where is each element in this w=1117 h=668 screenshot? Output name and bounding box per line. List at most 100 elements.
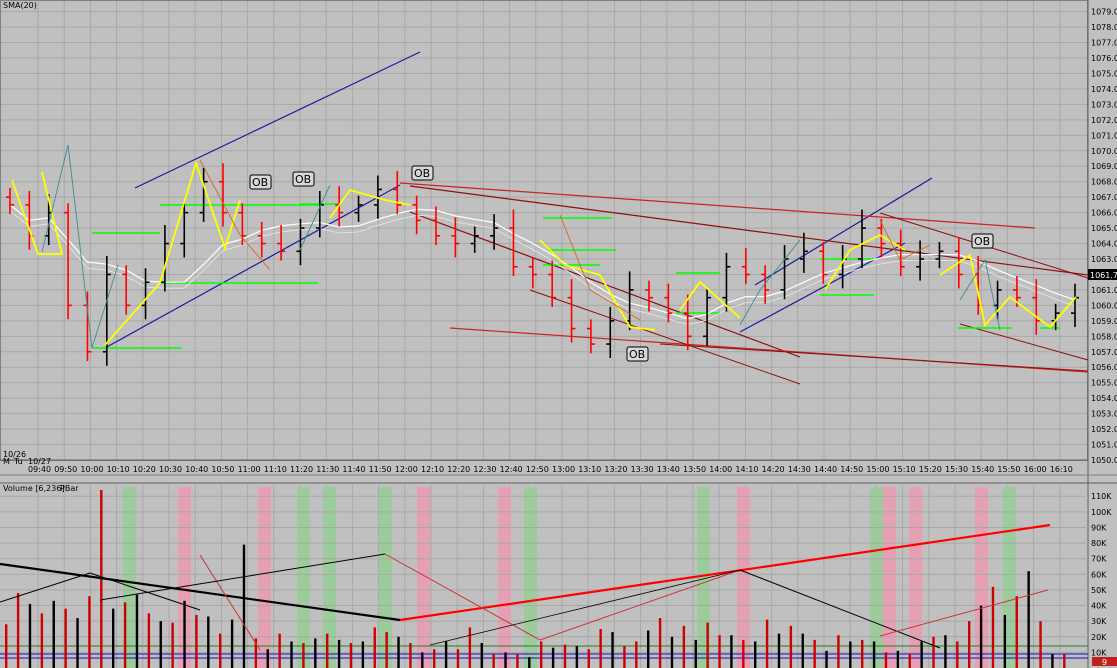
price-tick-label: 1070.00 — [1091, 147, 1117, 156]
time-tick-label: 11:50 — [369, 465, 392, 474]
volume-bar — [326, 633, 329, 668]
time-tick-label: 10:10 — [107, 465, 130, 474]
volume-trendline — [99, 553, 386, 601]
volume-bar — [28, 603, 32, 668]
volume-bar — [492, 653, 495, 668]
price-tick-label: 1057.00 — [1091, 348, 1117, 357]
volume-zone-green — [379, 487, 392, 668]
volume-bar — [16, 593, 20, 668]
time-tick-label: 12:20 — [447, 465, 470, 474]
volume-bar — [837, 635, 840, 668]
price-tick-label: 1059.00 — [1091, 317, 1117, 326]
time-tick-label: 10:40 — [185, 465, 208, 474]
time-tick-label: 14:40 — [814, 465, 837, 474]
time-tick-label: 13:40 — [657, 465, 680, 474]
volume-bar — [599, 628, 602, 668]
volume-bar — [112, 608, 115, 668]
price-tick-label: 1056.00 — [1091, 363, 1117, 372]
volume-bar — [278, 633, 281, 668]
time-tick-label: 14:30 — [788, 465, 811, 474]
trend-channel-line — [529, 289, 801, 385]
volume-zone-green — [524, 487, 537, 668]
volume-trendline — [539, 569, 741, 641]
price-tick-label: 1069.00 — [1091, 162, 1117, 171]
volume-bar — [242, 544, 246, 668]
volume-bar — [884, 652, 888, 668]
pivot-connector — [199, 159, 271, 271]
volume-bar — [932, 636, 935, 668]
volume-bar — [171, 622, 174, 668]
volume-zone-red — [258, 487, 271, 668]
zigzag-line — [939, 253, 1077, 329]
trend-channel-line — [739, 242, 906, 333]
zigzag-line — [11, 171, 64, 255]
price-tick-label: 1054.00 — [1091, 394, 1117, 403]
volume-bar — [433, 649, 436, 668]
volume-bar — [968, 621, 971, 668]
price-tick-label: 1065.00 — [1091, 224, 1117, 233]
volume-bar — [777, 633, 781, 668]
price-tick-label: 1068.00 — [1091, 178, 1117, 187]
volume-bar — [896, 650, 900, 668]
volume-bar — [611, 632, 614, 668]
volume-bar — [302, 643, 305, 668]
volume-trendline — [89, 572, 201, 611]
volume-bar — [76, 618, 79, 668]
price-tick-label: 1058.00 — [1091, 332, 1117, 341]
volume-bar — [1003, 614, 1007, 668]
volume-bar — [147, 613, 151, 668]
time-tick-label: 12:10 — [421, 465, 444, 474]
time-tick-label: 15:30 — [945, 465, 968, 474]
time-tick-label: 15:50 — [997, 465, 1020, 474]
volume-bar — [825, 650, 828, 668]
price-tick-label: 1052.00 — [1091, 425, 1117, 434]
time-tick-label: 09:40 — [28, 465, 51, 474]
volume-bar — [682, 625, 686, 668]
time-tick-label: 15:20 — [919, 465, 942, 474]
volume-bar — [40, 613, 44, 668]
volume-tick-label: 50K — [1091, 586, 1107, 595]
volume-bar — [801, 633, 804, 668]
volume-bar — [956, 641, 959, 668]
volume-trendline — [199, 554, 261, 651]
volume-bar — [1063, 653, 1066, 668]
volume-zone-red — [178, 487, 191, 668]
volume-tick-label: 110K — [1091, 492, 1112, 501]
time-tick-label: 10:50 — [211, 465, 234, 474]
time-tick-label: 15:40 — [971, 465, 994, 474]
volume-bar — [135, 594, 139, 668]
volume-bar — [991, 586, 995, 668]
volume-tick-label: 90K — [1091, 523, 1107, 532]
volume-bar — [337, 639, 341, 668]
volume-bar — [670, 636, 674, 668]
volume-bar — [64, 608, 67, 668]
volume-bar — [718, 635, 721, 668]
volume-bar — [563, 644, 567, 668]
volume-trendline — [0, 562, 401, 622]
time-tick-label: 11:40 — [342, 465, 365, 474]
volume-tick-label: 10K — [1091, 648, 1107, 657]
volume-bar — [1027, 571, 1030, 668]
volume-bar — [730, 635, 733, 668]
time-tick-label: 12:50 — [526, 465, 549, 474]
volume-bar — [658, 618, 662, 668]
trend-channel-line — [134, 51, 421, 189]
zigzag-line — [539, 239, 656, 331]
time-tick-label: 16:10 — [1050, 465, 1073, 474]
volume-bar — [587, 649, 590, 668]
volume-trendline — [879, 589, 1049, 637]
volume-bar — [444, 641, 448, 668]
volume-bar — [480, 643, 483, 668]
price-tick-label: 1062.00 — [1091, 270, 1117, 279]
volume-bar — [421, 652, 424, 668]
time-tick-label: 15:10 — [893, 465, 916, 474]
volume-bar — [123, 602, 127, 668]
time-tick-label: 11:20 — [290, 465, 313, 474]
volume-bar — [266, 649, 269, 668]
price-tick-label: 1060.00 — [1091, 301, 1117, 310]
sma-line-secondary — [9, 210, 1076, 326]
volume-bar — [409, 643, 412, 668]
volume-trendline — [0, 572, 91, 603]
